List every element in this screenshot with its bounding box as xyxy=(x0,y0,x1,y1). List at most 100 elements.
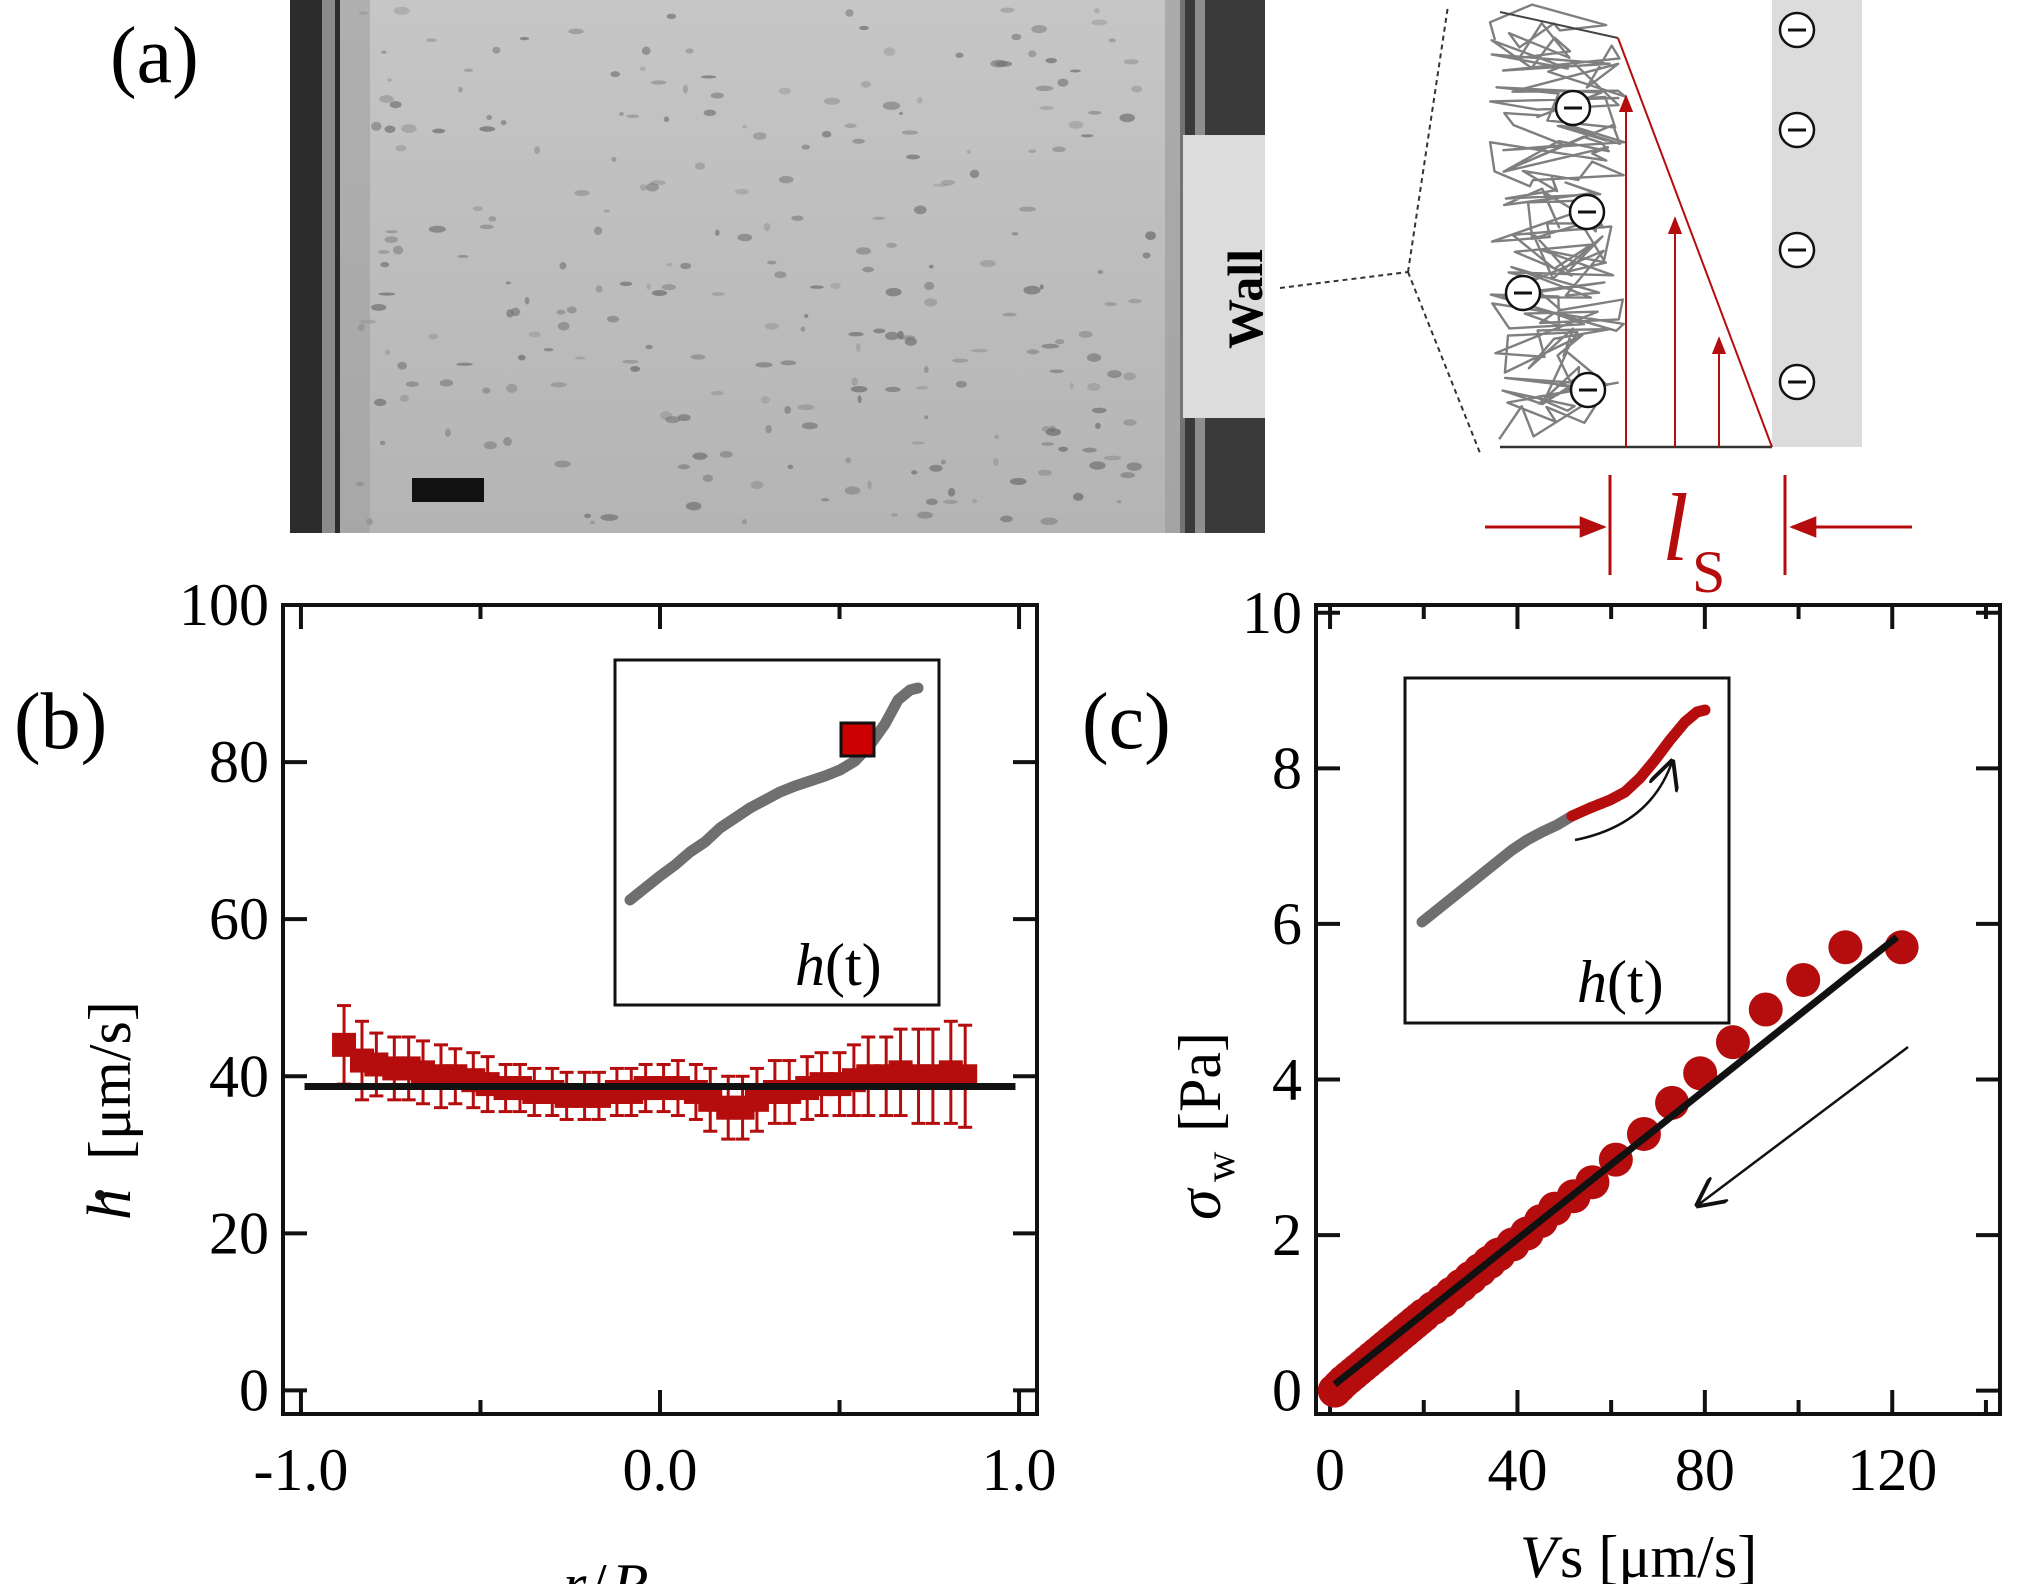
speckle xyxy=(755,362,773,368)
speckle-texture xyxy=(356,6,1157,526)
data-point xyxy=(1683,1056,1718,1091)
speckle xyxy=(554,460,571,468)
plot-c-xlabel-rest: s [μm/s] xyxy=(1560,1524,1757,1584)
sweep-direction-arrow xyxy=(1698,1046,1909,1205)
speckle xyxy=(797,404,815,411)
plot-c-ylabel-sym: σ xyxy=(1166,1187,1234,1220)
speckle xyxy=(1028,149,1037,154)
speckle xyxy=(377,250,390,254)
speckle xyxy=(371,121,382,131)
speckle xyxy=(1019,206,1036,212)
speckle xyxy=(873,328,886,334)
y-tick-label: 8 xyxy=(1272,735,1302,801)
speckle xyxy=(661,284,677,291)
speckle xyxy=(685,48,694,54)
speckle xyxy=(692,452,708,460)
speckle xyxy=(557,321,570,331)
speckle xyxy=(890,513,898,517)
speckle xyxy=(1080,134,1094,138)
inset-b-marker xyxy=(839,721,876,758)
speckle xyxy=(1082,447,1097,453)
speckle xyxy=(385,349,391,356)
speckle xyxy=(392,245,404,255)
speckle xyxy=(622,359,639,364)
speckle xyxy=(711,292,725,296)
speckle xyxy=(666,262,673,267)
speckle xyxy=(472,206,483,211)
y-tick-label: 2 xyxy=(1272,1202,1302,1268)
speckle xyxy=(884,331,900,341)
speckle xyxy=(852,138,865,144)
speckle xyxy=(611,156,617,162)
speckle xyxy=(685,501,702,511)
speckle xyxy=(458,86,463,93)
speckle xyxy=(595,285,603,293)
speckle xyxy=(821,498,830,502)
speckle xyxy=(1087,383,1101,392)
speckle xyxy=(737,233,753,242)
speckle xyxy=(385,230,398,234)
speckle xyxy=(371,304,387,311)
speckle xyxy=(1145,231,1157,240)
speckle xyxy=(710,390,724,396)
speckle xyxy=(1052,146,1066,153)
speckle xyxy=(1103,455,1122,461)
speckle xyxy=(845,457,852,464)
speckle xyxy=(703,109,717,117)
speckle xyxy=(1068,120,1084,129)
speckle xyxy=(760,396,770,404)
speckle xyxy=(378,292,396,296)
x-tick-label: 0 xyxy=(1315,1437,1345,1503)
speckle xyxy=(966,149,971,155)
speckle xyxy=(1040,517,1058,526)
speckle xyxy=(486,114,493,120)
speckle xyxy=(428,333,438,340)
polymer-charges xyxy=(1504,89,1607,409)
speckle xyxy=(952,358,969,363)
speckle xyxy=(778,175,794,184)
wall-label: Wall xyxy=(1217,249,1273,349)
speckle xyxy=(1026,349,1040,355)
speckle xyxy=(425,38,437,42)
speckle xyxy=(886,242,898,248)
speckle xyxy=(594,226,603,235)
speckle xyxy=(924,298,938,307)
speckle xyxy=(399,394,409,402)
speckle xyxy=(645,182,660,192)
speckle xyxy=(397,361,408,370)
speckle xyxy=(590,520,595,525)
speckle xyxy=(1002,312,1017,317)
speckle xyxy=(1011,33,1022,41)
speckle xyxy=(518,354,526,361)
data-point xyxy=(1715,1025,1750,1060)
speckle xyxy=(1023,285,1041,295)
speckle xyxy=(1058,446,1069,452)
speckle xyxy=(1088,110,1102,115)
inset-c: h (t) xyxy=(1403,676,1731,1025)
panel-b-label: (b) xyxy=(14,678,107,766)
speckle xyxy=(1126,462,1142,471)
speckle xyxy=(1078,330,1093,338)
plot-b: -1.0 0.0 1.0 0 20 40 60 80 100 xyxy=(179,572,1057,1503)
speckle xyxy=(955,380,967,388)
panel-b: (b) -1.0 0.0 1.0 0 20 40 60 80 100 h (t) r / R h… xyxy=(14,572,1057,1584)
speckle xyxy=(1131,85,1143,93)
speckle xyxy=(1119,113,1135,123)
speckle xyxy=(883,47,896,56)
speckle xyxy=(1120,472,1136,479)
speckle xyxy=(651,289,668,296)
speckle xyxy=(1089,461,1106,470)
speckle xyxy=(765,424,772,434)
speckle xyxy=(393,6,410,15)
speckle xyxy=(665,416,681,424)
speckle xyxy=(904,337,917,346)
speckle xyxy=(844,123,857,129)
speckle xyxy=(503,437,512,446)
speckle xyxy=(901,130,919,135)
speckle xyxy=(1104,301,1117,307)
speckle xyxy=(559,262,567,270)
speckle xyxy=(519,36,530,41)
plot-c-ylabel-unit: [Pa] xyxy=(1167,1032,1233,1132)
slip-length-indicator: l S xyxy=(1485,474,1912,605)
